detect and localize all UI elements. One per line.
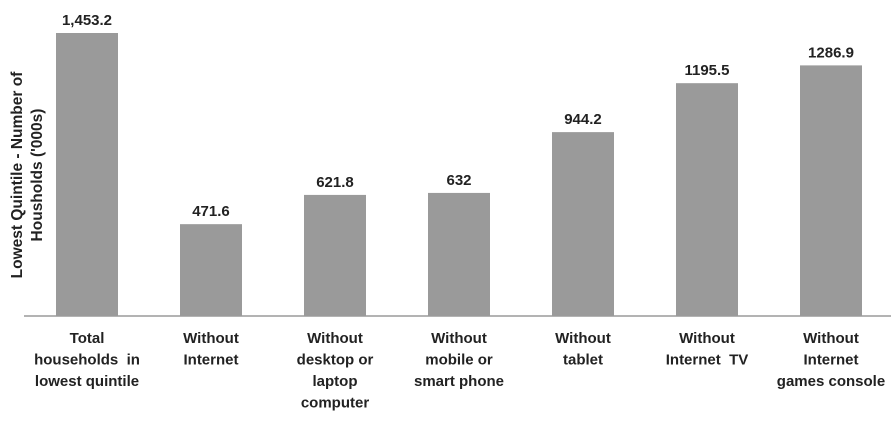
category-labels: Total households in lowest quintile Without… [34, 330, 885, 412]
bar [676, 83, 738, 316]
value-label: 632 [446, 172, 471, 189]
bar [552, 132, 614, 316]
category-label: Without Internet games console [777, 330, 885, 390]
value-label: 944.2 [564, 111, 602, 128]
category-label: Without mobile or smart phone [414, 330, 504, 390]
value-label: 621.8 [316, 174, 354, 191]
bar [304, 194, 366, 316]
bar [428, 192, 490, 316]
value-label: 1286.9 [808, 44, 854, 61]
category-label: Without Internet TV [666, 330, 749, 369]
bar [180, 224, 242, 316]
value-label: 471.6 [192, 203, 230, 220]
bars [56, 33, 862, 316]
value-label: 1195.5 [684, 62, 729, 79]
category-label: Without tablet [555, 330, 611, 369]
y-axis-title: Lowest Quintile - Number of Housholds ('0… [9, 71, 46, 279]
value-labels: 1,453.2 471.6 621.8 632 944.2 1195.5 1286.9 [62, 12, 854, 220]
value-label: 1,453.2 [62, 12, 112, 29]
bar [800, 65, 862, 316]
category-label: Without Internet [183, 330, 239, 369]
y-axis-title-text: Lowest Quintile - Number of Housholds ('0… [9, 71, 46, 279]
category-label: Without desktop or laptop computer [297, 330, 374, 412]
bar [56, 33, 118, 316]
category-label: Total households in lowest quintile [34, 330, 140, 390]
